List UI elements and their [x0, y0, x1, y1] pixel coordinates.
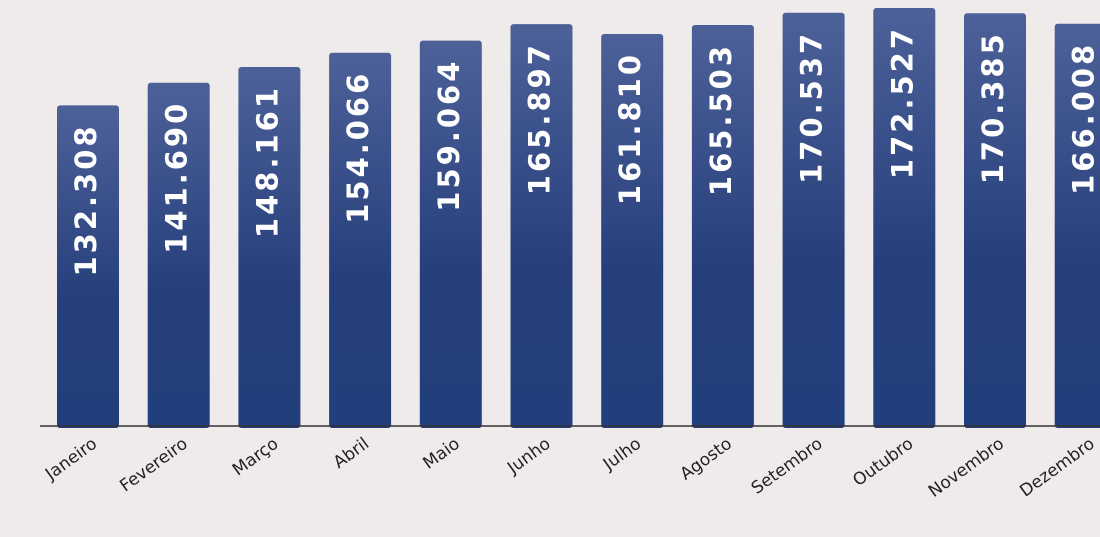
- bar-agosto: [691, 25, 754, 428]
- category-label: Dezembro: [1016, 434, 1098, 502]
- bar-value-label: 132.308: [69, 123, 103, 276]
- bar-value-label: 154.066: [341, 71, 375, 224]
- category-label: Novembro: [925, 434, 1008, 502]
- category-label: Janeiro: [41, 434, 101, 485]
- bar-value-label: 170.537: [795, 31, 829, 184]
- category-label: Abril: [330, 434, 373, 473]
- category-label: Outubro: [849, 434, 917, 491]
- bar-value-label: 148.161: [250, 85, 284, 238]
- bar-junho: [510, 24, 573, 428]
- bar-value-label: 161.810: [613, 52, 647, 205]
- bar-value-label: 172.527: [885, 26, 919, 179]
- bar-fevereiro: [147, 82, 210, 428]
- category-labels-group: Janeiro Fevereiro Março Abril Maio Junho Julho…: [41, 434, 1099, 502]
- category-label: Junho: [503, 434, 554, 479]
- bar-value-label: 141.690: [160, 101, 194, 254]
- bar-março: [238, 67, 301, 428]
- category-label: Setembro: [748, 434, 827, 499]
- bar-value-label: 165.503: [704, 43, 738, 196]
- bar-abril: [329, 52, 392, 428]
- bar-value-label: 170.385: [976, 31, 1010, 184]
- category-label: Fevereiro: [116, 434, 191, 496]
- bar-value-label: 165.897: [523, 42, 557, 195]
- bar-julho: [601, 34, 664, 428]
- bar-novembro: [964, 13, 1026, 428]
- bar-janeiro: [57, 105, 119, 429]
- bar-maio: [419, 40, 482, 428]
- bar-value-label: 159.064: [432, 59, 466, 212]
- bar-outubro: [873, 8, 936, 428]
- bars-group: 132.308 141.690 148.161 154.066 159.064 165.8…: [57, 8, 1100, 429]
- bar-value-label: 166.008: [1067, 42, 1100, 195]
- bar-setembro: [782, 12, 845, 429]
- bar-dezembro: [1054, 23, 1100, 428]
- category-label: Julho: [599, 434, 645, 475]
- category-label: Agosto: [677, 434, 736, 485]
- category-label: Março: [229, 434, 282, 480]
- category-label: Maio: [419, 434, 463, 474]
